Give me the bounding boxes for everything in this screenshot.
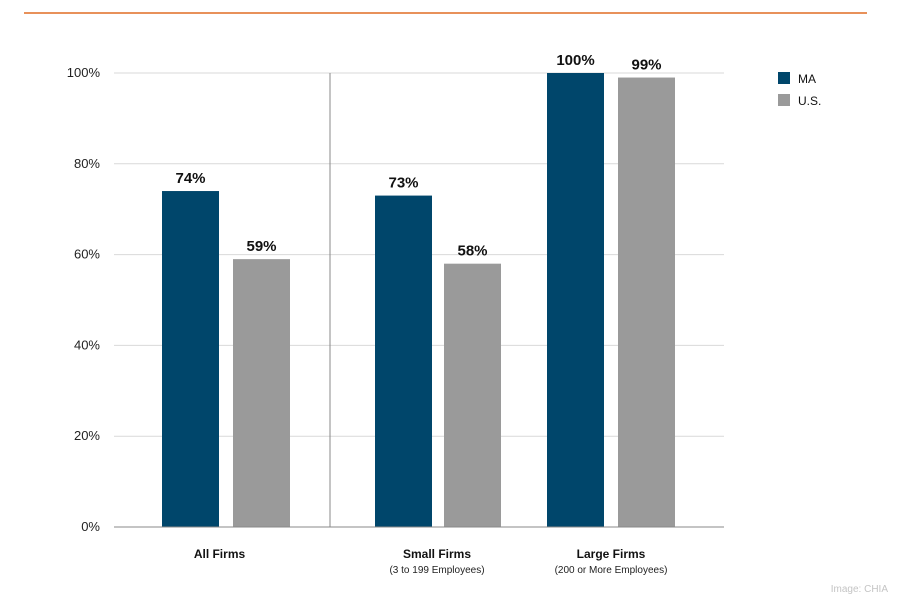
y-tick-label: 100% — [67, 65, 101, 80]
data-label: 100% — [556, 52, 594, 69]
legend-swatch — [778, 94, 790, 106]
bar-us — [444, 263, 501, 527]
y-tick-label: 40% — [74, 337, 100, 352]
bar-us — [233, 259, 290, 527]
bar-ma — [547, 73, 604, 527]
legend-label: MA — [798, 72, 816, 86]
data-label: 59% — [246, 238, 276, 255]
y-tick-label: 0% — [81, 519, 100, 534]
bar-ma — [162, 191, 219, 528]
category-label: Large Firms — [577, 547, 646, 561]
data-label: 99% — [631, 57, 661, 74]
category-sublabel: (3 to 199 Employees) — [389, 565, 484, 576]
bar-ma — [375, 195, 432, 527]
legend-swatch — [778, 72, 790, 84]
data-label: 73% — [388, 175, 418, 192]
category-sublabel: (200 or More Employees) — [555, 565, 668, 576]
category-label: Small Firms — [403, 547, 471, 561]
legend-label: U.S. — [798, 94, 821, 108]
top-rule — [24, 12, 867, 14]
data-label: 74% — [175, 170, 205, 187]
data-label: 58% — [457, 243, 487, 260]
image-credit: Image: CHIA — [830, 584, 888, 595]
y-tick-label: 20% — [74, 428, 100, 443]
y-tick-label: 60% — [74, 247, 100, 262]
category-label: All Firms — [194, 547, 246, 561]
bar-us — [618, 77, 675, 527]
y-tick-label: 80% — [74, 156, 100, 171]
